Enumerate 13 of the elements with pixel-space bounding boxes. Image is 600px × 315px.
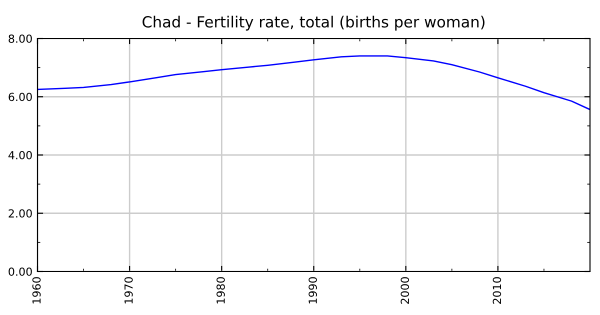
- y-tick-label: 0.00: [8, 267, 32, 276]
- x-tick-label: 1960: [32, 277, 41, 304]
- x-tick-label: 1980: [216, 277, 225, 304]
- x-tick-label: 1970: [124, 277, 133, 304]
- y-tick-label: 8.00: [8, 34, 32, 43]
- line-series: [38, 55, 590, 110]
- x-tick-label: 2010: [492, 277, 502, 304]
- chart-title: Chad - Fertility rate, total (births per woman): [142, 16, 484, 31]
- x-tick-label: 2000: [400, 277, 410, 304]
- x-tick-label: 1990: [308, 277, 317, 304]
- y-tick-label: 6.00: [8, 92, 32, 102]
- y-tick-label: 2.00: [8, 209, 32, 218]
- y-tick-label: 4.00: [8, 150, 32, 160]
